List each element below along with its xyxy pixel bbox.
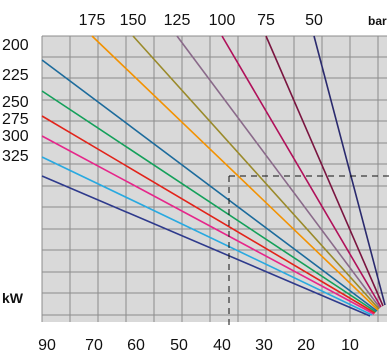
series-line-250 [41, 115, 376, 314]
x-tick-label: 10 [341, 337, 359, 354]
top-tick-label: 75 [257, 12, 275, 29]
x-tick-label: 90 [38, 337, 56, 354]
top-unit-label: bar [368, 14, 387, 28]
x-tick-label: 50 [170, 337, 188, 354]
series-line-75 [265, 35, 384, 307]
left-tick-label: 275 [2, 111, 29, 128]
x-tick-label: 20 [297, 337, 315, 354]
plot-background [42, 36, 387, 322]
left-tick-label: 325 [2, 148, 29, 165]
x-tick-label: 70 [85, 337, 103, 354]
top-tick-label: 50 [305, 12, 323, 29]
left-tick-label: 300 [2, 128, 29, 145]
series-line-200 [41, 59, 378, 312]
top-tick-label: 175 [79, 12, 106, 29]
top-tick-label: 100 [209, 12, 236, 29]
series-line-175 [91, 35, 379, 311]
series-line-125 [176, 35, 381, 309]
left-tick-label: 225 [2, 67, 29, 84]
series-line-300 [41, 156, 373, 316]
series-line-50 [313, 35, 386, 306]
chart-grid [41, 35, 387, 322]
chart-lines [41, 35, 386, 317]
series-line-150 [132, 35, 380, 310]
top-tick-label: 150 [120, 12, 147, 29]
x-unit-label: kW [2, 290, 24, 306]
x-tick-label: 40 [213, 337, 231, 354]
x-tick-label: 60 [127, 337, 145, 354]
series-line-325 [41, 175, 371, 317]
left-tick-label: 250 [2, 94, 29, 111]
left-tick-label: 200 [2, 37, 29, 54]
series-line-225 [41, 90, 377, 313]
reference-lines [228, 175, 391, 330]
x-tick-label: 30 [255, 337, 273, 354]
top-tick-label: 125 [164, 12, 191, 29]
series-line-275 [41, 135, 375, 315]
series-line-100 [221, 35, 382, 308]
